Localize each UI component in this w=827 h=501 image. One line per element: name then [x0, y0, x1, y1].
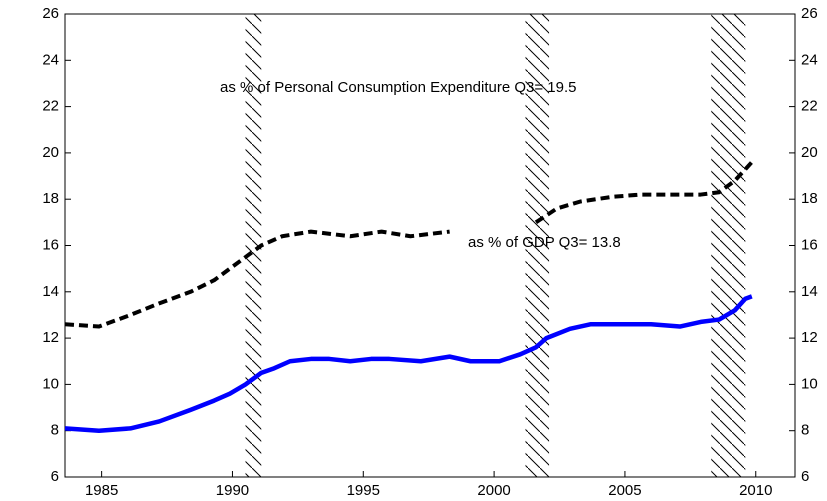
y-tick-label: 14 [42, 283, 59, 300]
y2-tick-label: 24 [801, 51, 818, 68]
series-label: as % of GDP Q3= 13.8 [468, 234, 621, 251]
y2-tick-label: 20 [801, 144, 818, 161]
recession-shade [525, 14, 550, 477]
y-tick-label: 6 [51, 468, 59, 485]
y2-tick-label: 10 [801, 375, 818, 392]
y-tick-label: 26 [42, 5, 59, 22]
x-tick-label: 1985 [85, 482, 118, 499]
y-tick-label: 20 [42, 144, 59, 161]
series-line [64, 160, 754, 329]
y-tick-label: 18 [42, 190, 59, 207]
y-tick-label: 22 [42, 98, 59, 115]
y-tick-label: 12 [42, 329, 59, 346]
x-tick-label: 2010 [739, 482, 772, 499]
x-tick-label: 2000 [477, 482, 510, 499]
x-tick-label: 1995 [347, 482, 380, 499]
y-tick-label: 10 [42, 375, 59, 392]
y-tick-label: 16 [42, 236, 59, 253]
y-tick-label: 24 [42, 51, 59, 68]
y2-tick-label: 12 [801, 329, 818, 346]
recession-shade [245, 14, 262, 477]
y2-tick-label: 22 [801, 98, 818, 115]
recession-shade [711, 14, 746, 477]
x-tick-label: 1990 [216, 482, 249, 499]
y2-tick-label: 18 [801, 190, 818, 207]
y2-tick-label: 8 [801, 422, 809, 439]
y2-tick-label: 14 [801, 283, 818, 300]
series-label: as % of Personal Consumption Expenditure… [220, 79, 576, 96]
y-tick-label: 8 [51, 422, 59, 439]
y2-tick-label: 6 [801, 468, 809, 485]
x-tick-label: 2005 [608, 482, 641, 499]
series-line [64, 294, 753, 433]
y2-tick-label: 26 [801, 5, 818, 22]
y2-tick-label: 16 [801, 236, 818, 253]
